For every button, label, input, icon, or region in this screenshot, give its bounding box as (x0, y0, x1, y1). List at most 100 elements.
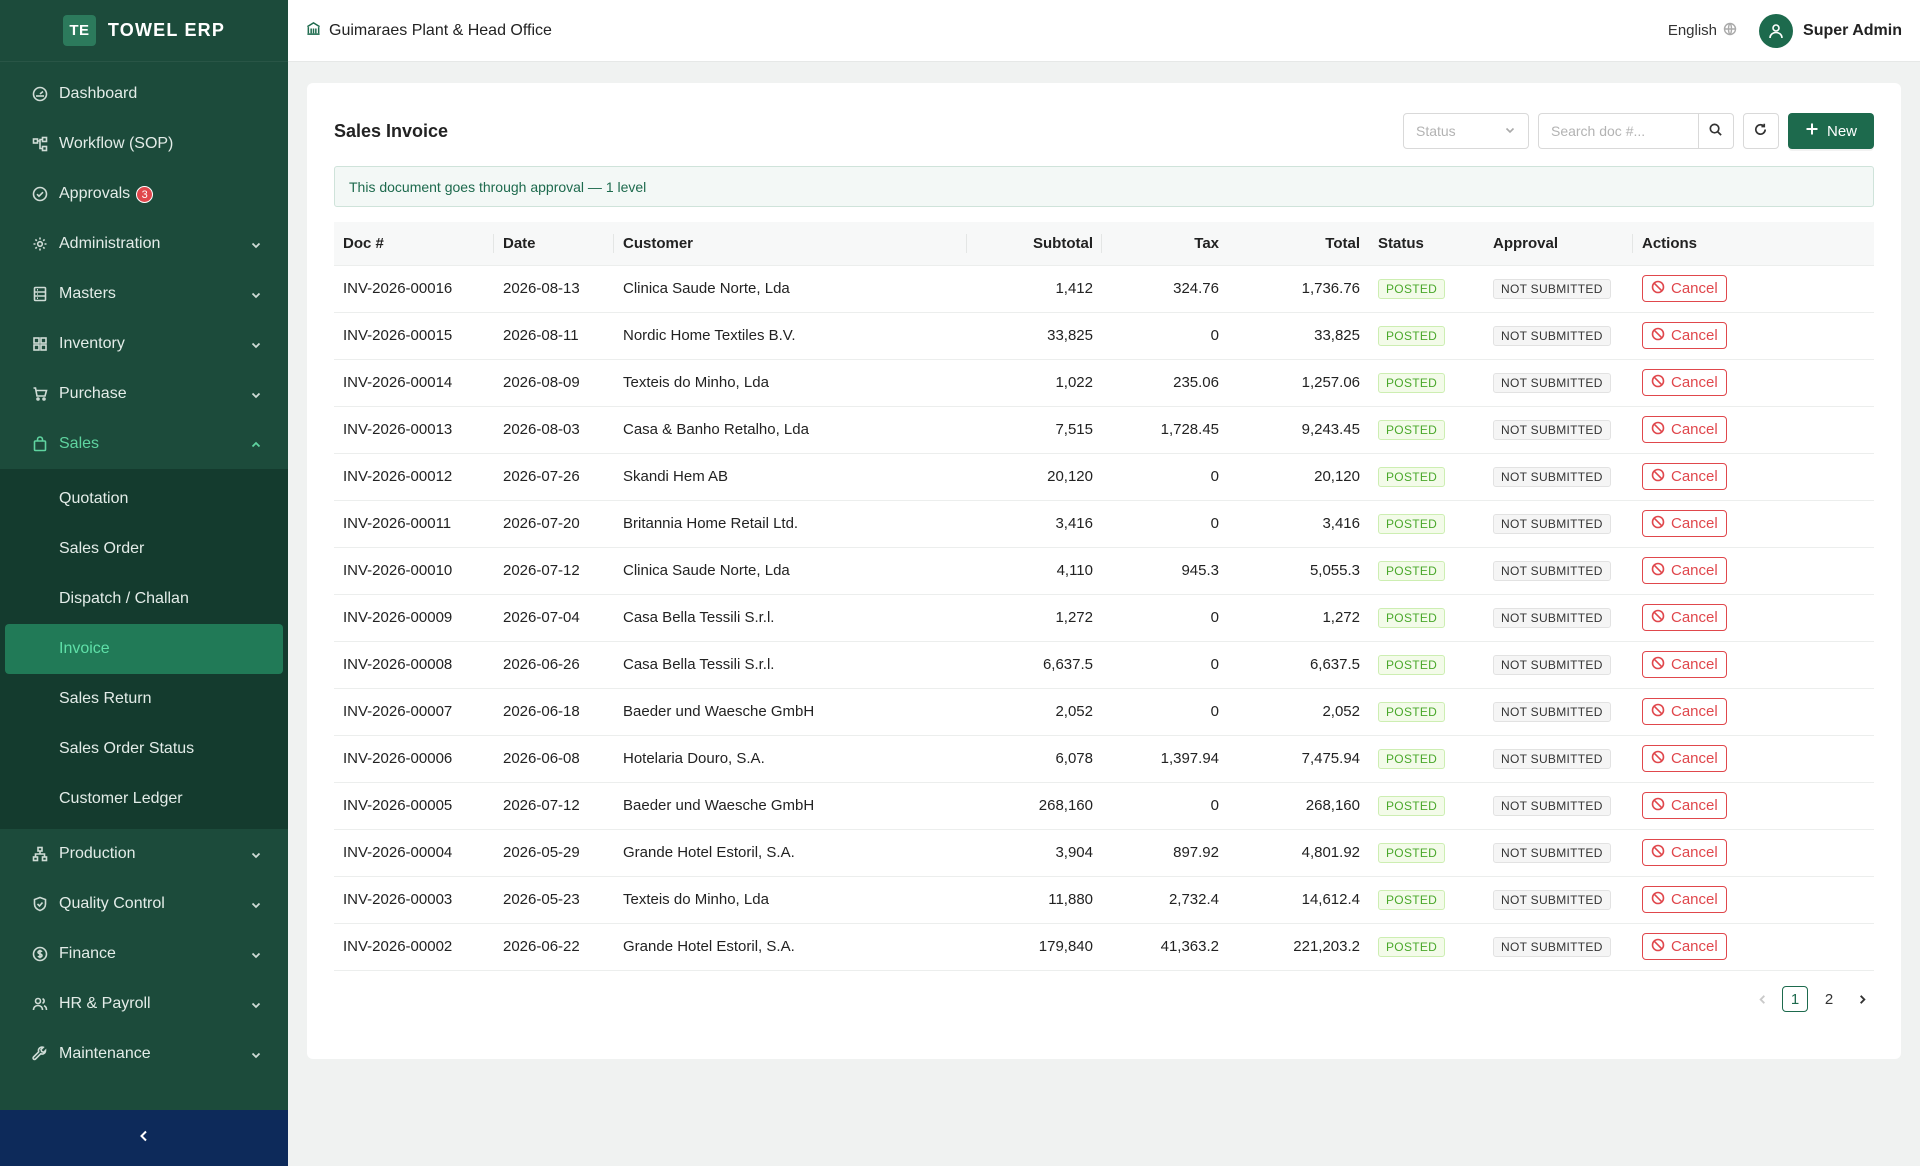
sidebar-item-finance[interactable]: Finance (0, 929, 288, 979)
cell-total: 1,736.76 (1228, 265, 1369, 313)
cell-doc[interactable]: INV-2026-00013 (334, 406, 494, 454)
cell-doc[interactable]: INV-2026-00004 (334, 829, 494, 877)
collapse-sidebar-button[interactable] (0, 1110, 288, 1166)
cancel-button[interactable]: Cancel (1642, 651, 1727, 678)
table-row[interactable]: INV-2026-00003 2026-05-23 Texteis do Min… (334, 876, 1874, 924)
search-input[interactable] (1537, 113, 1698, 149)
table-row[interactable]: INV-2026-00008 2026-06-26 Casa Bella Tes… (334, 641, 1874, 689)
cell-doc[interactable]: INV-2026-00002 (334, 923, 494, 971)
sidebar-item-administration[interactable]: Administration (0, 219, 288, 269)
cell-approval: NOT SUBMITTED (1484, 594, 1633, 642)
language-selector[interactable]: English (1668, 22, 1737, 40)
table-row[interactable]: INV-2026-00016 2026-08-13 Clinica Saude … (334, 265, 1874, 313)
sidebar-subitem-sales-order[interactable]: Sales Order (59, 540, 145, 557)
new-button[interactable]: New (1787, 113, 1874, 149)
table-row[interactable]: INV-2026-00007 2026-06-18 Baeder und Wae… (334, 688, 1874, 736)
cell-doc[interactable]: INV-2026-00005 (334, 782, 494, 830)
refresh-button[interactable] (1742, 113, 1779, 149)
sidebar-item-sales[interactable]: Sales (0, 419, 288, 469)
cell-total: 2,052 (1228, 688, 1369, 736)
table-row[interactable]: INV-2026-00006 2026-06-08 Hotelaria Dour… (334, 735, 1874, 783)
sidebar-item-workflow[interactable]: Workflow (SOP) (0, 119, 288, 169)
cancel-button[interactable]: Cancel (1642, 557, 1727, 584)
cell-tax: 41,363.2 (1102, 923, 1228, 971)
org-selector[interactable]: Guimaraes Plant & Head Office (306, 21, 552, 41)
table-row[interactable]: INV-2026-00002 2026-06-22 Grande Hotel E… (334, 923, 1874, 971)
status-filter-select[interactable]: Status (1402, 113, 1529, 149)
table-row[interactable]: INV-2026-00009 2026-07-04 Casa Bella Tes… (334, 594, 1874, 642)
cell-doc[interactable]: INV-2026-00011 (334, 500, 494, 548)
table-row[interactable]: INV-2026-00013 2026-08-03 Casa & Banho R… (334, 406, 1874, 454)
cell-doc[interactable]: INV-2026-00012 (334, 453, 494, 501)
table-row[interactable]: INV-2026-00011 2026-07-20 Britannia Home… (334, 500, 1874, 548)
cell-doc[interactable]: INV-2026-00010 (334, 547, 494, 595)
cancel-button[interactable]: Cancel (1642, 839, 1727, 866)
next-page-button[interactable] (1850, 987, 1874, 1011)
cell-doc[interactable]: INV-2026-00007 (334, 688, 494, 736)
table-row[interactable]: INV-2026-00010 2026-07-12 Clinica Saude … (334, 547, 1874, 595)
globe-icon (1723, 22, 1737, 40)
cancel-button[interactable]: Cancel (1642, 322, 1727, 349)
brand[interactable]: TE TOWEL ERP (0, 0, 288, 62)
column-header-approval[interactable]: Approval (1484, 222, 1633, 266)
sidebar-item-production[interactable]: Production (0, 829, 288, 879)
cell-doc[interactable]: INV-2026-00015 (334, 312, 494, 360)
grid-icon (32, 336, 48, 352)
column-header-status[interactable]: Status (1369, 222, 1484, 266)
sidebar-item-hr-payroll[interactable]: HR & Payroll (0, 979, 288, 1029)
cancel-button[interactable]: Cancel (1642, 369, 1727, 396)
cancel-button[interactable]: Cancel (1642, 275, 1727, 302)
sidebar-item-purchase[interactable]: Purchase (0, 369, 288, 419)
sidebar-item-maintenance[interactable]: Maintenance (0, 1029, 288, 1079)
sidebar-item-masters[interactable]: Masters (0, 269, 288, 319)
column-header-date[interactable]: Date (494, 222, 614, 266)
cancel-button[interactable]: Cancel (1642, 792, 1727, 819)
sidebar-item-dashboard[interactable]: Dashboard (0, 69, 288, 119)
cancel-button[interactable]: Cancel (1642, 510, 1727, 537)
cancel-button[interactable]: Cancel (1642, 933, 1727, 960)
table-row[interactable]: INV-2026-00004 2026-05-29 Grande Hotel E… (334, 829, 1874, 877)
cell-doc[interactable]: INV-2026-00006 (334, 735, 494, 783)
table-row[interactable]: INV-2026-00015 2026-08-11 Nordic Home Te… (334, 312, 1874, 360)
sidebar-subitem-customer-ledger[interactable]: Customer Ledger (59, 790, 183, 807)
prev-page-button[interactable] (1750, 987, 1774, 1011)
cancel-button[interactable]: Cancel (1642, 463, 1727, 490)
cell-doc[interactable]: INV-2026-00003 (334, 876, 494, 924)
search-button[interactable] (1697, 113, 1734, 149)
column-header-customer[interactable]: Customer (614, 222, 967, 266)
cell-doc[interactable]: INV-2026-00016 (334, 265, 494, 313)
sidebar-subitem-sales-return[interactable]: Sales Return (59, 690, 152, 707)
sidebar-subitem-dispatch[interactable]: Dispatch / Challan (59, 590, 189, 607)
table-row[interactable]: INV-2026-00012 2026-07-26 Skandi Hem AB … (334, 453, 1874, 501)
sidebar-subitem-invoice[interactable]: Invoice (5, 624, 283, 674)
cell-doc[interactable]: INV-2026-00014 (334, 359, 494, 407)
stop-icon (1651, 327, 1665, 345)
cancel-button[interactable]: Cancel (1642, 416, 1727, 443)
cancel-button-label: Cancel (1671, 327, 1718, 344)
table-row[interactable]: INV-2026-00005 2026-07-12 Baeder und Wae… (334, 782, 1874, 830)
status-badge: POSTED (1378, 701, 1446, 722)
chevron-down-icon (250, 998, 262, 1010)
column-header-subtotal[interactable]: Subtotal (967, 222, 1102, 266)
cell-tax: 1,728.45 (1102, 406, 1228, 454)
user-menu[interactable]: Super Admin (1759, 13, 1902, 48)
cancel-button[interactable]: Cancel (1642, 698, 1727, 725)
table-row[interactable]: INV-2026-00014 2026-08-09 Texteis do Min… (334, 359, 1874, 407)
sidebar-item-quality-control[interactable]: Quality Control (0, 879, 288, 929)
column-header-total[interactable]: Total (1228, 222, 1369, 266)
column-header-doc[interactable]: Doc # (334, 222, 494, 266)
cancel-button[interactable]: Cancel (1642, 604, 1727, 631)
sidebar-subitem-sales-order-status[interactable]: Sales Order Status (59, 740, 195, 757)
sidebar-item-approvals[interactable]: Approvals 3 (0, 169, 288, 219)
cell-doc[interactable]: INV-2026-00008 (334, 641, 494, 689)
cancel-button[interactable]: Cancel (1642, 745, 1727, 772)
page-2-button[interactable]: 2 (1824, 990, 1834, 1008)
cancel-button[interactable]: Cancel (1642, 886, 1727, 913)
cell-actions: Cancel (1633, 876, 1874, 924)
stop-icon (1651, 374, 1665, 392)
sidebar-item-inventory[interactable]: Inventory (0, 319, 288, 369)
sidebar-subitem-quotation[interactable]: Quotation (59, 490, 129, 507)
page-1-button[interactable]: 1 (1782, 986, 1808, 1012)
cell-doc[interactable]: INV-2026-00009 (334, 594, 494, 642)
column-header-tax[interactable]: Tax (1102, 222, 1228, 266)
